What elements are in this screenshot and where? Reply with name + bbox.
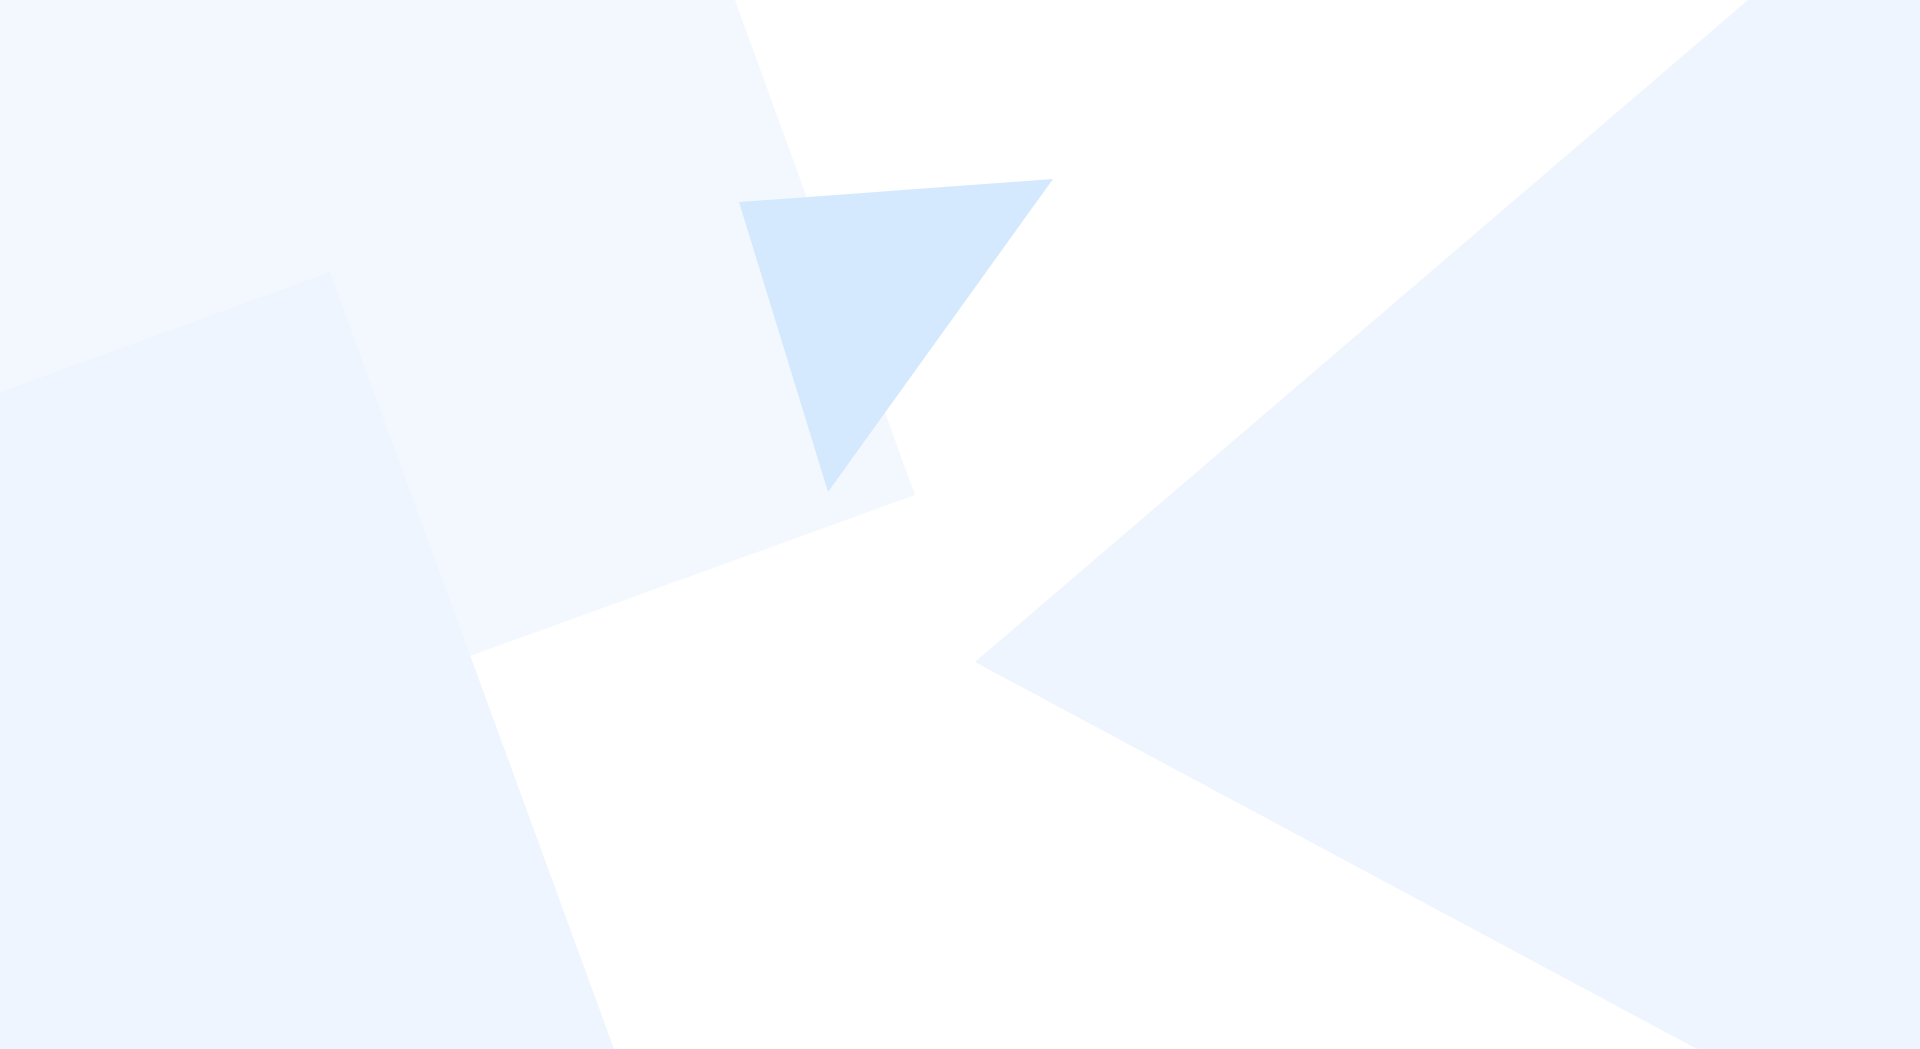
lower-left-panel-shape — [0, 272, 614, 1049]
upper-left-panel-shape — [0, 0, 915, 656]
right-chevron-shape — [975, 0, 1920, 1049]
accent-triangle-shape — [739, 179, 1053, 492]
